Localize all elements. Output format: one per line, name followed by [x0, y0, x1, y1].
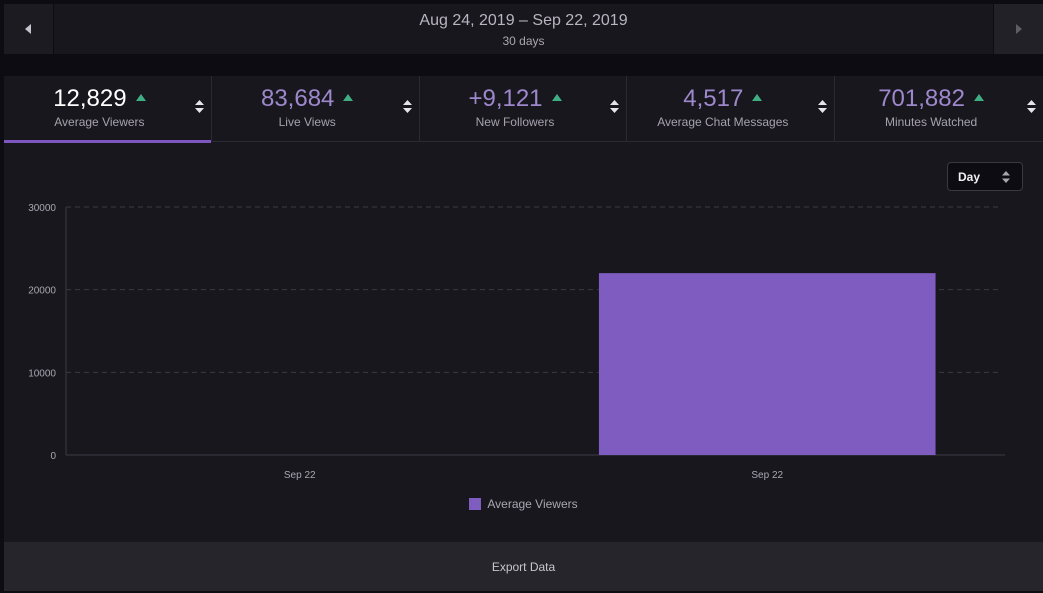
sort-icon[interactable]: [402, 100, 412, 113]
sort-icon[interactable]: [610, 100, 620, 113]
select-arrows-icon: [1002, 171, 1010, 183]
y-tick-label: 20000: [28, 286, 56, 297]
legend-label: Average Viewers: [487, 497, 578, 511]
date-range-duration: 30 days: [502, 33, 545, 48]
stat-tab-live-views[interactable]: 83,684 Live Views: [212, 76, 420, 142]
stat-tab-new-followers[interactable]: +9,121 New Followers: [420, 76, 628, 142]
stat-tabs: 12,829 Average Viewers 83,684 Live Views…: [4, 76, 1043, 143]
trend-up-icon: [135, 93, 146, 101]
sort-icon[interactable]: [818, 100, 828, 113]
stat-value: +9,121: [468, 85, 543, 112]
sort-icon[interactable]: [194, 100, 204, 113]
trend-up-icon: [973, 93, 984, 101]
chart-legend: Average Viewers: [4, 497, 1043, 511]
y-tick-label: 30000: [28, 203, 56, 214]
bar: [598, 273, 936, 455]
y-tick-label: 10000: [28, 368, 56, 379]
export-data-label: Export Data: [491, 559, 556, 574]
stat-tab-average-viewers[interactable]: 12,829 Average Viewers: [4, 76, 212, 143]
date-range-display[interactable]: Aug 24, 2019 – Sep 22, 2019 30 days: [54, 4, 993, 54]
stats-panel: 12,829 Average Viewers 83,684 Live Views…: [4, 76, 1043, 591]
x-tick-label: Sep 22: [284, 470, 316, 481]
stat-label: New Followers: [475, 115, 555, 129]
sort-icon[interactable]: [1026, 100, 1036, 113]
trend-up-icon: [752, 93, 763, 101]
date-range-text: Aug 24, 2019 – Sep 22, 2019: [419, 11, 628, 29]
export-data-button[interactable]: Export Data: [4, 542, 1043, 591]
stat-tab-minutes-watched[interactable]: 701,882 Minutes Watched: [835, 76, 1043, 142]
interval-select-label: Day: [958, 169, 981, 184]
legend-swatch: [469, 498, 482, 510]
caret-right-icon: [1016, 24, 1022, 34]
date-range-bar: Aug 24, 2019 – Sep 22, 2019 30 days: [4, 4, 1043, 54]
stat-label: Live Views: [278, 115, 336, 129]
trend-up-icon: [551, 93, 562, 101]
stat-value: 83,684: [260, 85, 335, 112]
trend-up-icon: [343, 93, 354, 101]
stat-label: Average Viewers: [54, 115, 145, 129]
next-period-button[interactable]: [993, 4, 1043, 54]
stat-label: Average Chat Messages: [657, 115, 789, 129]
caret-left-icon: [25, 24, 31, 34]
stat-value: 12,829: [53, 85, 127, 112]
stat-value: 4,517: [683, 85, 744, 112]
bar-chart: 0 10000 20000 30000 Sep 22 Sep 22: [28, 203, 1005, 481]
previous-period-button[interactable]: [4, 4, 54, 54]
stat-value: 701,882: [878, 85, 965, 112]
x-tick-label: Sep 22: [751, 470, 783, 481]
stat-label: Minutes Watched: [884, 115, 978, 129]
interval-select[interactable]: Day: [947, 162, 1023, 191]
stat-tab-average-chat-messages[interactable]: 4,517 Average Chat Messages: [627, 76, 836, 142]
y-tick-label: 0: [50, 451, 56, 462]
